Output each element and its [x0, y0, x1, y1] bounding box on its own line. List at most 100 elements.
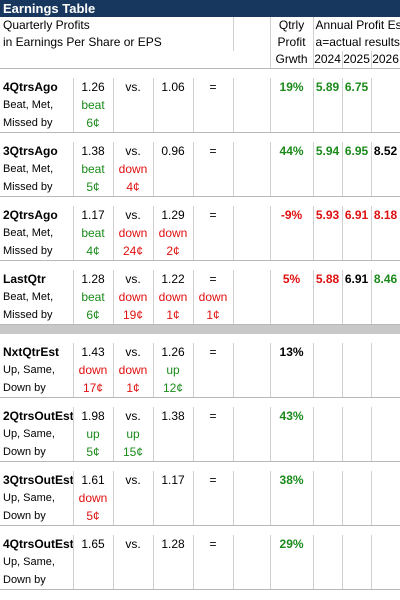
growth-value: 29% — [270, 535, 314, 553]
empty-cell — [233, 78, 271, 96]
change-indicator — [193, 553, 234, 571]
estimate-value — [313, 407, 343, 425]
empty-cell — [270, 160, 314, 178]
change-indicator — [113, 571, 154, 590]
change-indicator: down — [113, 224, 154, 242]
empty-cell — [270, 114, 314, 133]
empty-cell — [371, 242, 400, 261]
actual-eps: 1.17 — [73, 206, 114, 224]
vs-label: vs. — [113, 407, 154, 425]
year-header: 2025 — [342, 51, 372, 69]
change-indicator: 2¢ — [153, 242, 194, 261]
empty-cell — [371, 361, 400, 379]
empty-cell — [371, 224, 400, 242]
empty-cell — [342, 553, 372, 571]
prior-eps: 1.06 — [153, 78, 194, 96]
empty-cell — [233, 507, 271, 526]
empty-cell — [313, 242, 343, 261]
empty-cell — [313, 114, 343, 133]
change-indicator — [153, 96, 194, 114]
empty-cell — [371, 553, 400, 571]
empty-cell — [342, 379, 372, 398]
actual-eps: 1.98 — [73, 407, 114, 425]
change-indicator: 5¢ — [73, 178, 114, 197]
empty-cell — [371, 288, 400, 306]
sub-label: Up, Same, — [0, 489, 74, 507]
empty-cell — [233, 178, 271, 197]
row-label: 3QtrsOutEst — [0, 471, 74, 489]
row-label: 4QtrsAgo — [0, 78, 74, 96]
change-indicator: 1¢ — [113, 379, 154, 398]
change-indicator: down — [153, 288, 194, 306]
table-row: Up, Same, down down up — [0, 361, 400, 379]
actual-eps: 1.38 — [73, 142, 114, 160]
change-indicator — [193, 178, 234, 197]
empty-cell — [270, 361, 314, 379]
change-indicator — [153, 507, 194, 526]
spacer-row — [0, 525, 400, 535]
growth-value: 43% — [270, 407, 314, 425]
spacer-row — [0, 397, 400, 407]
change-indicator: 6¢ — [73, 114, 114, 133]
estimate-value — [342, 471, 372, 489]
empty-cell — [270, 306, 314, 325]
header-line2: in Earnings Per Share or EPS — [0, 34, 234, 51]
table-header: Quarterly Profits Qtrly Annual Profit Es… — [0, 17, 400, 69]
empty-cell — [233, 407, 271, 425]
row-label: LastQtr — [0, 270, 74, 288]
empty-cell — [313, 288, 343, 306]
estimate-value — [342, 407, 372, 425]
estimate-value — [342, 343, 372, 361]
table-row: 4QtrsOutEst 1.65 vs. 1.28 = 29% — [0, 535, 400, 553]
prior-eps: 0.96 — [153, 142, 194, 160]
empty-cell — [342, 114, 372, 133]
actual-eps: 1.28 — [73, 270, 114, 288]
estimate-value: 5.89 — [313, 78, 343, 96]
equals-sign: = — [193, 471, 234, 489]
change-indicator: beat — [73, 160, 114, 178]
empty-cell — [342, 96, 372, 114]
empty-cell — [270, 553, 314, 571]
empty-cell — [313, 96, 343, 114]
change-indicator: down — [193, 288, 234, 306]
change-indicator — [153, 114, 194, 133]
change-indicator — [113, 507, 154, 526]
equals-sign: = — [193, 407, 234, 425]
change-indicator — [73, 553, 114, 571]
change-indicator: 5¢ — [73, 507, 114, 526]
empty-cell — [233, 306, 271, 325]
empty-cell — [313, 443, 343, 462]
empty-cell — [270, 178, 314, 197]
vs-label: vs. — [113, 471, 154, 489]
empty-cell — [270, 507, 314, 526]
empty-cell — [313, 178, 343, 197]
empty-cell — [270, 288, 314, 306]
empty-cell — [313, 160, 343, 178]
table-row: 4QtrsAgo 1.26 vs. 1.06 = 19% 5.89 6.75 — [0, 78, 400, 96]
change-indicator — [153, 178, 194, 197]
table-row: Missed by 4¢ 24¢ 2¢ — [0, 242, 400, 261]
sub-label: Missed by — [0, 242, 74, 261]
empty-cell — [342, 443, 372, 462]
empty-cell — [371, 507, 400, 526]
change-indicator: beat — [73, 224, 114, 242]
empty-cell — [313, 571, 343, 590]
spacer-row — [0, 132, 400, 142]
empty-cell — [233, 114, 271, 133]
estimate-value — [313, 471, 343, 489]
change-indicator: down — [113, 160, 154, 178]
estimate-value: 8.18 — [371, 206, 400, 224]
table-row: Down by 5¢ 15¢ — [0, 443, 400, 462]
change-indicator: down — [153, 224, 194, 242]
empty-cell — [233, 443, 271, 462]
empty-cell — [342, 507, 372, 526]
row-label: 3QtrsAgo — [0, 142, 74, 160]
vs-label: vs. — [113, 206, 154, 224]
equals-sign: = — [193, 142, 234, 160]
change-indicator — [193, 160, 234, 178]
change-indicator: down — [73, 489, 114, 507]
change-indicator — [193, 379, 234, 398]
row-label: 2QtrsOutEst — [0, 407, 74, 425]
empty-cell — [270, 242, 314, 261]
equals-sign: = — [193, 206, 234, 224]
